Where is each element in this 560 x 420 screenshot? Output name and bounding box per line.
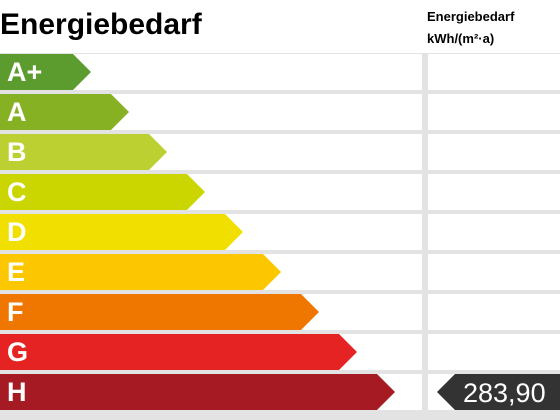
energy-value: 283,90 [463,378,546,408]
value-indicator-shape [437,374,560,410]
class-arrow-shape [0,54,91,90]
value-cell [428,174,560,210]
class-arrow: A [0,94,129,130]
column-header: Energiebedarf kWh/(m²·a) [427,6,514,50]
class-label: A+ [7,57,43,87]
class-label: A [7,97,27,127]
value-indicator: 283,90 [437,374,560,410]
class-arrow: B [0,134,167,170]
value-cell [428,334,560,370]
class-arrow: F [0,294,319,330]
class-label: F [7,297,24,327]
class-arrow-shape [0,334,357,370]
class-arrow: E [0,254,281,290]
value-cell [428,294,560,330]
class-arrow-shape [0,134,167,170]
value-cell [428,214,560,250]
column-header-title: Energiebedarf [427,9,515,24]
class-arrow-shape [0,174,205,210]
value-cell [428,94,560,130]
class-label: B [7,137,27,167]
class-label: G [7,337,29,367]
class-arrow: D [0,214,243,250]
class-label: C [7,177,27,207]
value-cell [428,134,560,170]
value-cell [428,54,560,90]
class-arrow-shape [0,94,129,130]
class-arrow-shape [0,254,281,290]
class-label: E [7,257,26,287]
class-label: D [7,217,27,247]
header [0,0,560,53]
column-header-unit: kWh/(m²·a) [427,31,495,46]
value-cell [428,254,560,290]
class-arrow: H [0,374,395,410]
page-title: Energiebedarf [0,8,202,41]
class-arrow: C [0,174,205,210]
class-arrow-shape [0,294,319,330]
class-arrow-shape [0,214,243,250]
class-arrow: A+ [0,54,91,90]
class-arrow-shape [0,374,395,410]
class-arrow: G [0,334,357,370]
class-label: H [7,377,27,407]
